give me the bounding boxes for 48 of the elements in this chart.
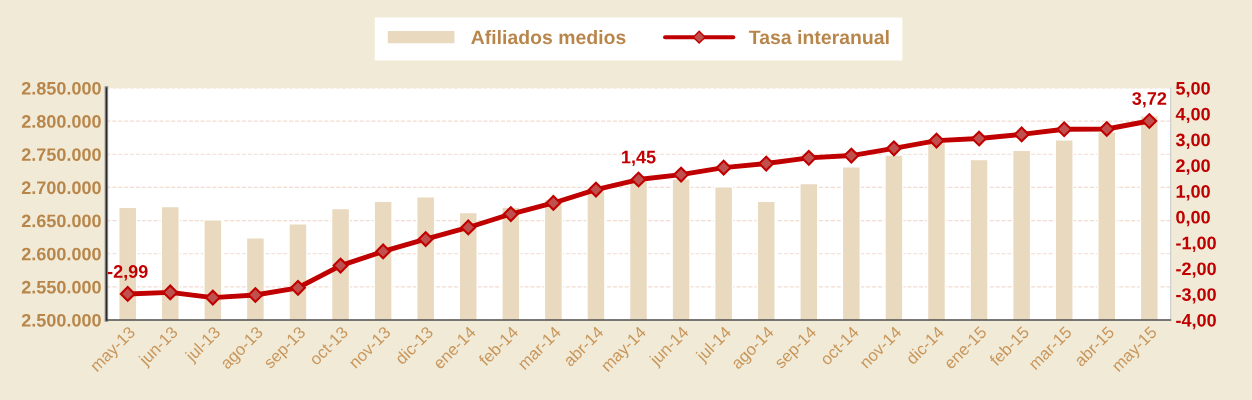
data-label: 3,72 <box>1132 92 1167 108</box>
point <box>417 231 434 247</box>
y-tick-label: 2.800.000 <box>21 115 101 128</box>
point <box>1056 121 1073 138</box>
y2-tick-label: 1,00 <box>1176 185 1210 201</box>
y2-tick-label: 0,00 <box>1176 210 1210 227</box>
point <box>630 171 647 188</box>
y2-tick-label: 2,00 <box>1176 159 1210 175</box>
y-tick-label: 2.850.000 <box>21 81 101 95</box>
point <box>971 130 987 147</box>
y-tick-label: 2.550.000 <box>21 280 101 294</box>
point <box>247 287 264 303</box>
y2-tick-label: 3,00 <box>1175 133 1210 149</box>
y2-tick-label: 5,00 <box>1176 81 1210 98</box>
point <box>1098 121 1115 137</box>
y-tick-label: 2.600.000 <box>21 247 101 261</box>
point <box>460 219 477 236</box>
point <box>886 140 902 157</box>
legend-label: Afiliados medios <box>471 29 626 45</box>
y2-tick-label: -2,00 <box>1176 262 1216 278</box>
point <box>545 195 562 211</box>
point <box>162 284 179 301</box>
y2-tick-label: 4,00 <box>1175 107 1210 124</box>
point <box>715 159 732 176</box>
data-label: -2,99 <box>107 265 148 281</box>
point <box>928 132 945 149</box>
y2-tick-label: -1,00 <box>1176 236 1216 252</box>
data-label: 1,45 <box>622 150 656 167</box>
point <box>843 147 860 164</box>
legend-label: Tasa interanual <box>748 29 889 45</box>
y-tick-label: 2.650.000 <box>21 214 101 228</box>
y-tick-label: 2.500.000 <box>21 313 101 327</box>
y-tick-label: 2.700.000 <box>21 181 101 195</box>
y2-tick-label: -4,00 <box>1176 313 1216 330</box>
y2-tick-label: -3,00 <box>1176 288 1216 304</box>
point <box>375 243 392 260</box>
point <box>673 166 689 183</box>
point <box>502 206 519 222</box>
point <box>800 149 817 166</box>
point <box>204 289 221 306</box>
point <box>1013 126 1030 143</box>
point <box>758 155 775 172</box>
point <box>332 257 349 274</box>
point <box>290 279 306 296</box>
point <box>119 286 136 302</box>
y-tick-label: 2.750.000 <box>21 148 101 162</box>
point <box>588 181 604 198</box>
point <box>1141 113 1158 129</box>
